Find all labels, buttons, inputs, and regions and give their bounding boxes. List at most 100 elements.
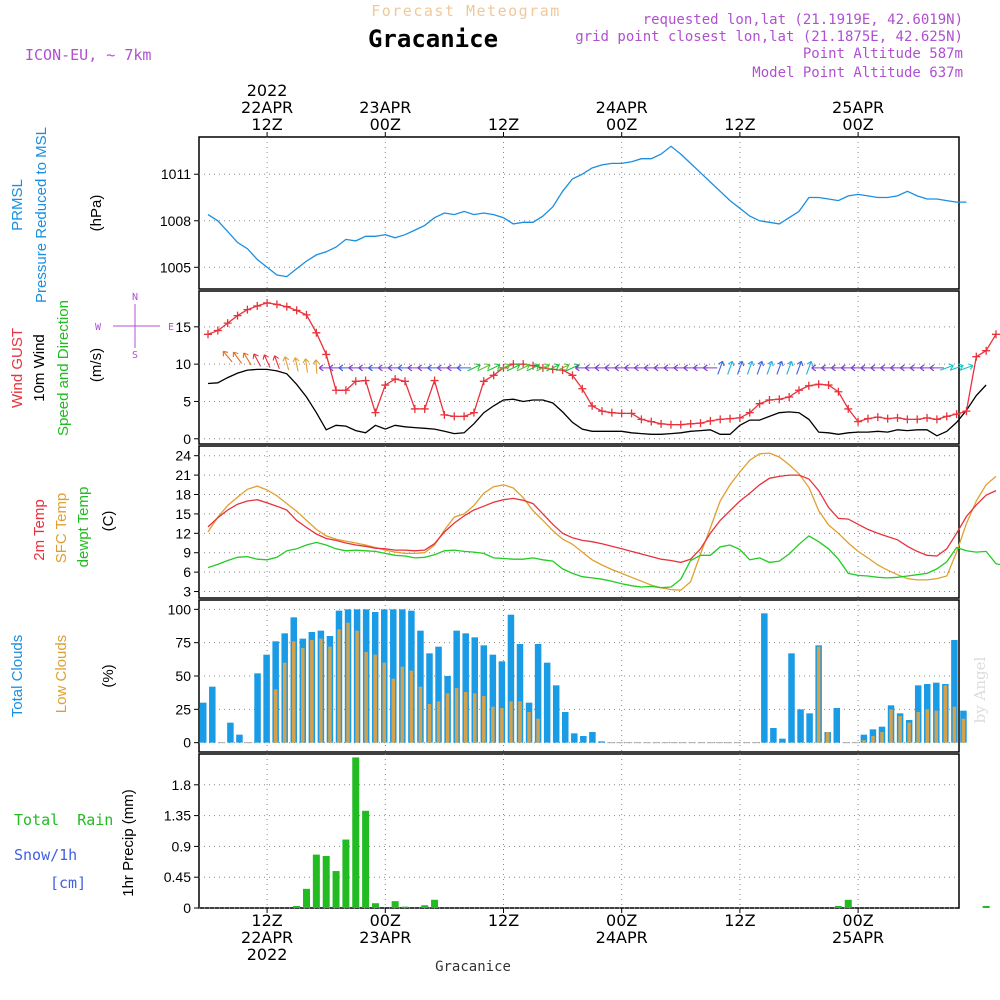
total-cloud-bar: [761, 613, 768, 743]
temp-tick-label: 6: [183, 564, 191, 580]
total-cloud-bar: [209, 686, 216, 743]
low-cloud-bar: [328, 646, 332, 743]
low-cloud-bar: [898, 716, 902, 743]
wind-arrow: [477, 363, 491, 372]
low-cloud-bar: [961, 718, 966, 743]
low-cloud-bar: [355, 630, 359, 743]
gust-marker: [223, 319, 232, 328]
gust-marker: [863, 414, 872, 423]
wind-arrow: [272, 355, 280, 370]
wind-unit: (m/s): [88, 348, 105, 382]
precip-bar: [303, 888, 310, 908]
low-cloud-bar: [518, 701, 522, 743]
wind-arrow-shape: [756, 360, 764, 375]
total-cloud-bar: [254, 673, 261, 743]
precip-bar: [844, 899, 852, 908]
temp-tick-label: 3: [183, 584, 191, 600]
low-cloud-bar: [364, 652, 368, 743]
gust-marker: [351, 377, 360, 386]
low-cloud-bar: [273, 689, 278, 743]
low-cloud-bar: [871, 736, 875, 743]
temp2m-line: [207, 474, 997, 564]
top-time-label: 12Z: [724, 115, 755, 134]
snow-unit: [cm]: [50, 874, 86, 892]
gust-marker: [391, 375, 400, 384]
credit: by Angel: [971, 656, 989, 723]
sfc-temp-line: [207, 452, 997, 591]
total-cloud-bar: [951, 640, 958, 743]
gust-marker: [745, 408, 754, 417]
low-cloud-bar: [925, 709, 929, 743]
wind-arrow-shape: [959, 363, 974, 371]
wind-arrow-shape: [252, 353, 262, 367]
total-cloud-bar: [516, 644, 524, 743]
gust-marker: [726, 414, 735, 423]
wind-tick-label: 5: [183, 393, 191, 409]
gust-marker: [243, 305, 252, 314]
wind-arrow-shape: [776, 360, 784, 375]
gust-marker: [775, 395, 784, 404]
low-cloud-bar: [952, 706, 957, 743]
gust-marker: [420, 404, 429, 413]
total-cloud-bar: [543, 662, 551, 743]
wind-arrow: [949, 363, 964, 371]
total-cloud-bar: [598, 741, 605, 743]
low-cloud-bar: [491, 706, 495, 743]
bottom-time-label: 12Z: [724, 911, 755, 930]
precip-bar: [421, 905, 429, 908]
wind-arrow-shape: [736, 360, 745, 375]
station-title: Gracanice: [368, 25, 498, 53]
clouds-tick-label: 25: [175, 701, 191, 717]
total-cloud-bar: [426, 653, 433, 743]
compass-icon: N W E S: [95, 292, 174, 361]
gust-marker: [795, 386, 803, 395]
clouds-tick-label: 75: [175, 635, 191, 651]
top-time-label: 12Z: [251, 115, 282, 134]
bottom-time-label: 00Z: [842, 911, 873, 930]
point-altitude: Point Altitude 587m: [803, 46, 963, 62]
total-cloud-bar: [770, 728, 777, 743]
rain-label: Total Rain: [14, 811, 113, 829]
wind-arrow-shape: [272, 355, 280, 370]
gust-marker: [844, 404, 853, 413]
wind-arrow: [526, 363, 540, 372]
wind-arrow: [232, 351, 243, 364]
gust-marker: [588, 401, 597, 410]
wind-arrow-shape: [222, 350, 233, 363]
total-cloud-bar: [589, 732, 596, 743]
low-cloud-bar: [862, 740, 866, 743]
wind-arrow: [776, 360, 784, 375]
precip-unit: 1hr Precip (mm): [120, 789, 137, 897]
total-cloud-bar: [200, 702, 207, 743]
wind-arrow: [487, 363, 501, 372]
temp-tick-label: 9: [183, 545, 191, 561]
gust-marker: [302, 310, 311, 319]
wind-arrow: [252, 353, 262, 367]
wind-arrow-shape: [746, 360, 755, 375]
wind-arrow-shape: [467, 363, 481, 372]
wind-speed-line: [207, 368, 987, 437]
title-top: Forecast Meteogram: [371, 2, 561, 20]
wind-arrow-shape: [496, 363, 511, 372]
pressure-line: [207, 145, 967, 278]
gust-marker: [676, 420, 685, 429]
panel-frames: 1005100810110510153691215182124025507510…: [160, 136, 960, 916]
wind-arrow-shape: [312, 359, 320, 374]
plots-layer: [200, 145, 1000, 908]
wind-arrow: [262, 354, 271, 368]
wind-arrow-shape: [262, 354, 271, 368]
gust-marker: [657, 419, 666, 428]
low-cloud-bar: [346, 622, 350, 743]
total-cloud-bar: [833, 708, 840, 743]
precip-tick-label: 1.8: [172, 777, 192, 793]
svg-text:N: N: [132, 292, 138, 303]
bottom-time-label: 2022: [247, 945, 288, 964]
gust-marker: [450, 412, 459, 421]
wind-arrow: [959, 363, 974, 371]
total-cloud-bar: [562, 712, 569, 743]
gust-marker: [883, 414, 892, 423]
sfc-label: SFC Temp: [53, 493, 70, 564]
svg-text:W: W: [95, 322, 102, 333]
